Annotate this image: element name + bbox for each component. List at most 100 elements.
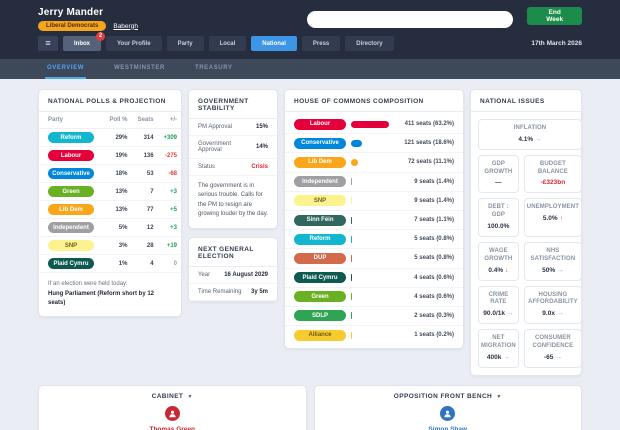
party-badge[interactable]: Sinn Féin	[294, 214, 346, 226]
seat-bar-track	[351, 235, 389, 243]
poll-party-cell: Independent	[39, 218, 104, 237]
poll-change: +5	[170, 206, 177, 213]
seat-bar	[351, 254, 352, 262]
party-badge[interactable]: Green	[294, 291, 346, 303]
party-badge[interactable]: Independent	[294, 176, 346, 188]
seat-bar	[351, 178, 352, 186]
nav-national[interactable]: National	[251, 36, 297, 51]
party-badge[interactable]: Lib Dem	[294, 156, 346, 168]
party-badge[interactable]: SNP	[48, 240, 94, 251]
prime-minister-block: Thomas Green Prime Minister	[39, 404, 306, 430]
issue-tile-budget-balance: BUDGET BALANCE -£323bn	[523, 154, 582, 194]
issue-number: 4.1%	[518, 135, 534, 143]
party-badge[interactable]: Plaid Cymru	[294, 272, 346, 284]
seat-count-label: 4 seats (0.6%)	[414, 293, 454, 300]
party-badge[interactable]: Alliance	[294, 329, 346, 341]
party-badge[interactable]: Lib Dem	[48, 204, 94, 215]
party-badge[interactable]: Green	[48, 186, 94, 197]
party-badge[interactable]: Labour	[48, 150, 94, 161]
issue-label: INFLATION	[513, 125, 547, 131]
issue-value: 0.4% ↓	[481, 267, 516, 274]
party-badge[interactable]: Reform	[48, 132, 94, 143]
issue-tile-debt-gdp: DEBT : GDP 100.0%	[478, 198, 519, 237]
nav-inbox[interactable]: Inbox 2	[63, 32, 105, 51]
seat-count-label: 9 seats (1.4%)	[414, 178, 454, 185]
party-badge[interactable]: SNP	[294, 195, 346, 207]
party-badge[interactable]: Conservative	[48, 168, 94, 179]
tab-overview[interactable]: OVERVIEW	[45, 59, 87, 79]
leader-name-link[interactable]: Simon Shaw	[428, 425, 468, 430]
trend-arrow-icon: →	[535, 135, 542, 143]
issue-value: 50% →	[527, 267, 579, 274]
poll-percent: 13%	[103, 182, 132, 201]
seat-bar	[351, 216, 352, 224]
poll-row: Labour 19% 136 -275	[39, 146, 181, 165]
end-week-button[interactable]: End Week	[527, 7, 582, 25]
poll-row: Lib Dem 13% 77 +5	[39, 200, 181, 219]
party-badge[interactable]: Plaid Cymru	[48, 258, 94, 269]
poll-row: Independent 5% 12 +3	[39, 218, 181, 237]
tab-treasury[interactable]: TREASURY	[193, 59, 235, 79]
poll-change: +19	[166, 242, 177, 249]
party-badge[interactable]: Reform	[294, 233, 346, 245]
issue-number: —	[495, 179, 502, 187]
opposition-leader-block: Simon Shaw Leader of the Opposition	[315, 404, 582, 430]
collapse-caret-icon: ▼	[496, 393, 502, 400]
stat-row: PM Approval 15%	[189, 119, 277, 136]
stat-value: 3y 5m	[250, 289, 268, 296]
constituency-link[interactable]: Babergh	[113, 22, 138, 30]
poll-change-cell: +309	[157, 128, 181, 147]
opposition-header[interactable]: OPPOSITION FRONT BENCH ▼	[315, 386, 582, 404]
stat-label: Year	[198, 272, 211, 279]
stat-row: Year 16 August 2029	[189, 267, 277, 285]
nav-party[interactable]: Party	[166, 36, 204, 51]
party-badge[interactable]: DUP	[294, 252, 346, 264]
party-badge[interactable]: SDLP	[294, 310, 346, 322]
poll-seats: 314	[131, 128, 158, 147]
party-badge[interactable]: Independent	[48, 222, 94, 233]
trend-arrow-icon: ↓	[505, 266, 509, 274]
tab-westminster[interactable]: WESTMINSTER	[112, 59, 167, 79]
commons-row: Alliance 1 seats (0.2%)	[285, 326, 463, 348]
issue-number: 100.0%	[487, 222, 510, 230]
leader-name-link[interactable]: Thomas Green	[149, 425, 195, 430]
search-input[interactable]	[307, 11, 514, 28]
top-navbar-row: Jerry Mander Liberal Democrats Babergh E…	[38, 7, 582, 31]
top-navbar: Jerry Mander Liberal Democrats Babergh E…	[0, 0, 620, 59]
issue-tile-net-migration: NET MIGRATION 400k →	[478, 329, 519, 368]
issue-number: 0.4%	[488, 266, 504, 274]
nav-press[interactable]: Press	[301, 36, 341, 51]
poll-change-cell: -275	[157, 146, 181, 165]
issue-tiles: INFLATION 4.1% → GDP GROWTH — BUDGET BALANCE -…	[471, 112, 582, 375]
cabinet-header[interactable]: CABINET ▼	[39, 386, 306, 404]
polls-col-header: Party	[39, 112, 104, 129]
poll-percent: 1%	[103, 254, 132, 273]
party-badge[interactable]: Conservative	[294, 137, 346, 149]
seat-bar-track	[351, 312, 389, 320]
poll-change: 0	[173, 260, 177, 267]
cabinet-panel: CABINET ▼ Thomas Green Prime Minister Jo…	[38, 384, 307, 430]
poll-seats: 53	[131, 164, 158, 183]
nav-label: Your Profile	[117, 40, 151, 47]
stat-value: 16 August 2029	[224, 272, 268, 279]
commons-row: Plaid Cymru 4 seats (0.6%)	[285, 269, 463, 288]
stat-row: Status Crisis	[189, 159, 277, 176]
issue-value: 5.0% ↑	[527, 215, 579, 222]
seat-bar-track	[351, 216, 389, 224]
party-badge[interactable]: Labour	[294, 118, 346, 130]
seat-bar	[351, 293, 352, 301]
nav-directory[interactable]: Directory	[345, 36, 394, 51]
footnote-label: If an election were held today:	[48, 281, 128, 287]
poll-change-cell: +19	[157, 236, 181, 255]
nav-local[interactable]: Local	[208, 36, 247, 51]
nav-label: Press	[312, 40, 330, 47]
party-badge[interactable]: Liberal Democrats	[38, 21, 107, 31]
issue-value: 4.1% →	[481, 136, 579, 143]
nav-your-profile[interactable]: Your Profile	[106, 36, 162, 51]
trend-arrow-icon: →	[556, 310, 564, 318]
issue-number: 400k	[486, 353, 502, 361]
seat-bar	[351, 331, 352, 339]
election-rows: Year 16 August 2029 Time Remaining 3y 5m	[189, 267, 277, 302]
issue-label: CONSUMER CONFIDENCE	[532, 335, 574, 349]
menu-button[interactable]: ≡	[38, 36, 58, 51]
